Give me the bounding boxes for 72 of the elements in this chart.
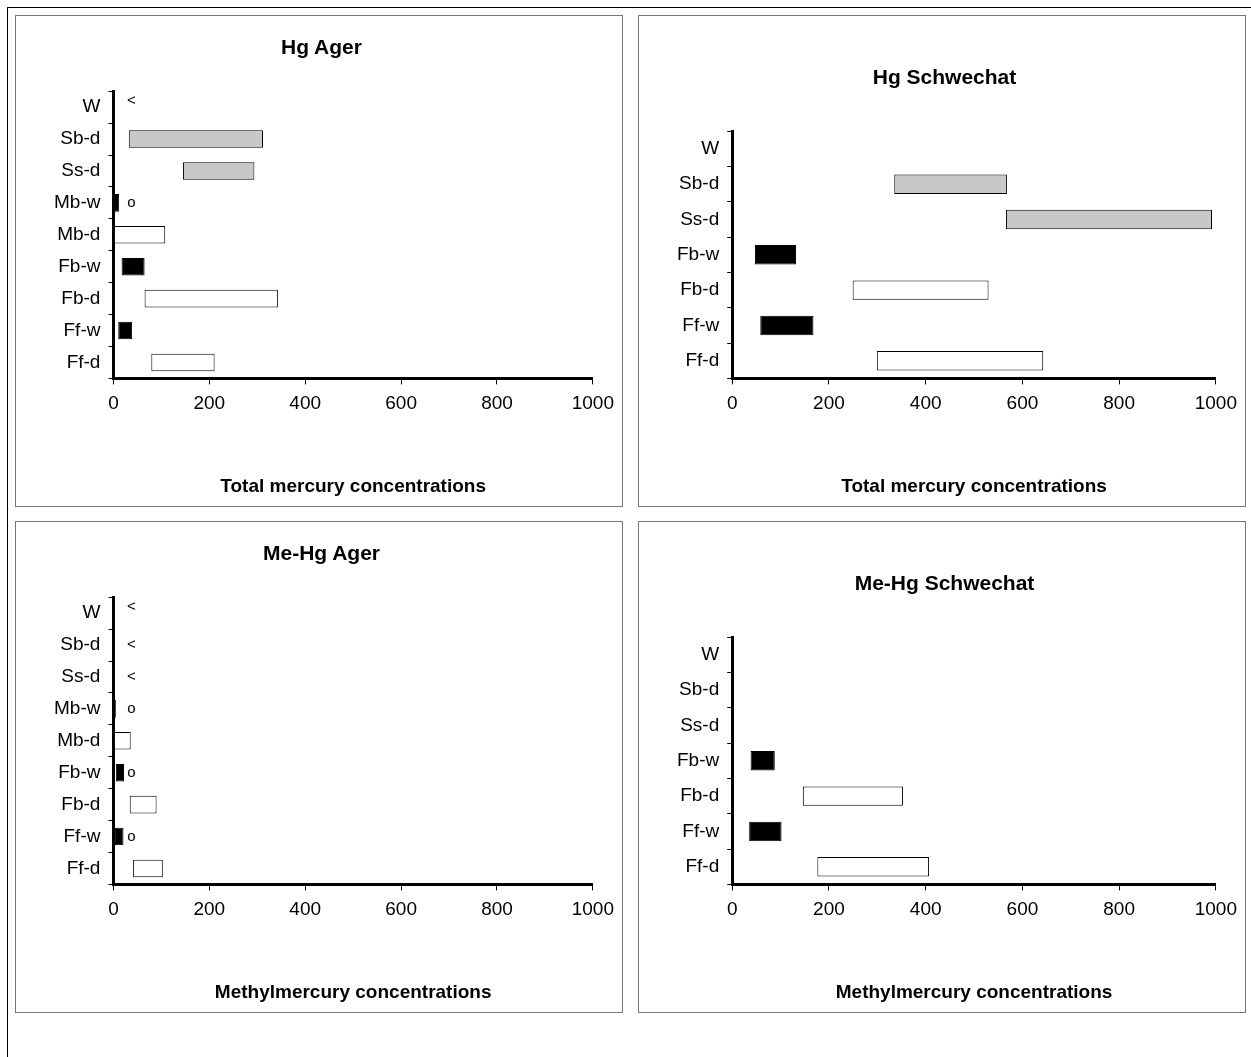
x-tick-label: 0 (108, 898, 119, 920)
y-tick-label: W (82, 601, 101, 623)
x-tick-label: 200 (813, 392, 845, 414)
y-tick-label: Fb-w (676, 243, 720, 265)
chart-title: Me-Hg Ager (262, 541, 381, 565)
x-axis-title: Total mercury concentrations (220, 474, 487, 496)
y-tick-label: Fb-d (61, 286, 101, 308)
x-tick-label: 1000 (571, 898, 615, 920)
y-tick-label: Ss-d (61, 159, 101, 181)
annotation: o (127, 193, 136, 211)
x-tick-label: 800 (1103, 898, 1135, 920)
x-tick-label: 200 (193, 898, 226, 920)
y-tick-label: W (701, 137, 720, 159)
x-tick-label: 1000 (1194, 898, 1238, 920)
y-tick-label: Ff-d (66, 856, 101, 878)
x-tick-label: 200 (193, 392, 226, 414)
annotation: < (127, 635, 137, 653)
x-tick-label: 200 (813, 898, 845, 920)
y-tick-label: Ff-d (685, 348, 720, 370)
x-tick-label: 400 (289, 898, 322, 920)
x-tick-label: 0 (726, 392, 738, 414)
x-tick-label: 600 (385, 898, 417, 920)
x-axis-title: Total mercury concentrations (841, 474, 1107, 496)
x-tick-label: 800 (481, 392, 513, 414)
annotation: o (127, 826, 136, 844)
x-tick-label: 600 (1006, 898, 1039, 920)
x-tick-label: 600 (385, 392, 417, 414)
y-tick-label: Fb-w (58, 760, 101, 782)
y-tick-label: Ss-d (61, 665, 101, 687)
chart-title: Hg Ager (281, 35, 362, 59)
x-tick-label: 1000 (571, 392, 615, 414)
y-tick-label: Ff-w (682, 313, 720, 335)
y-tick-label: Mb-d (57, 729, 101, 751)
y-tick-label: Fb-w (676, 749, 720, 771)
annotation: < (127, 91, 137, 109)
x-tick-label: 800 (1103, 392, 1135, 414)
y-tick-label: Mb-w (53, 697, 101, 719)
annotation: < (127, 667, 137, 685)
x-tick-label: 400 (909, 392, 942, 414)
x-tick-label: 0 (108, 392, 119, 414)
y-tick-label: Sb-d (679, 172, 720, 194)
y-tick-label: Mb-d (57, 223, 101, 245)
x-tick-label: 400 (289, 392, 322, 414)
x-tick-label: 600 (1006, 392, 1039, 414)
x-axis-title: Methylmercury concentrations (214, 980, 492, 1002)
y-tick-label: Fb-d (61, 792, 101, 814)
y-tick-label: Fb-w (58, 254, 101, 276)
y-tick-label: Sb-d (679, 678, 720, 700)
y-tick-label: Ff-d (66, 350, 101, 372)
y-tick-label: Fb-d (680, 278, 720, 300)
y-tick-label: Ff-w (682, 819, 720, 841)
annotation: < (127, 597, 137, 615)
chart-title: Hg Schwechat (872, 65, 1017, 89)
x-tick-label: 0 (726, 898, 738, 920)
y-tick-label: Ss-d (680, 713, 720, 735)
y-tick-label: Ff-d (685, 854, 720, 876)
annotation: o (127, 762, 136, 780)
y-tick-label: Fb-d (680, 784, 720, 806)
annotation: o (127, 699, 136, 717)
y-tick-label: Ff-w (63, 824, 101, 846)
y-tick-label: Sb-d (60, 633, 101, 655)
y-tick-label: W (82, 95, 101, 117)
x-axis-title: Methylmercury concentrations (835, 980, 1113, 1002)
chart-title: Me-Hg Schwechat (854, 571, 1035, 595)
x-tick-label: 1000 (1194, 392, 1238, 414)
x-tick-label: 800 (481, 898, 513, 920)
x-tick-label: 400 (909, 898, 942, 920)
y-tick-label: Sb-d (60, 127, 101, 149)
y-tick-label: Ff-w (63, 318, 101, 340)
y-tick-label: Mb-w (53, 191, 101, 213)
y-tick-label: Ss-d (680, 207, 720, 229)
y-tick-label: W (701, 643, 720, 665)
